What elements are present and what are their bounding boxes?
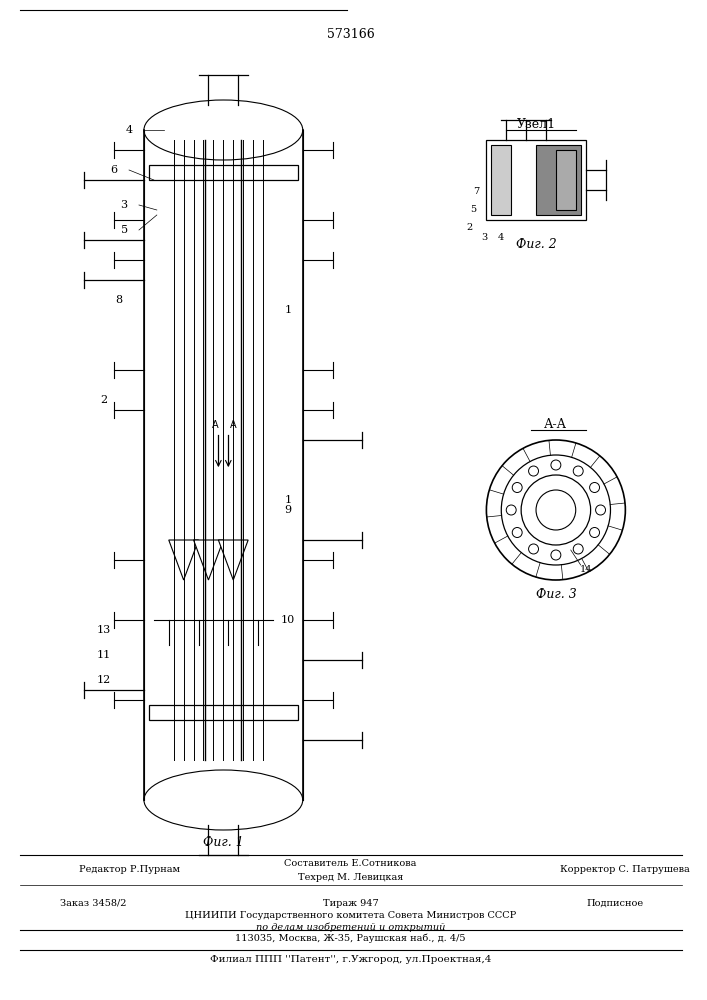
Text: Корректор С. Патрушева: Корректор С. Патрушева [561, 865, 690, 874]
Text: 12: 12 [97, 675, 112, 685]
Text: 5: 5 [470, 206, 477, 215]
Text: 5: 5 [120, 225, 128, 235]
Text: Составитель Е.Сотникова: Составитель Е.Сотникова [284, 858, 416, 867]
Circle shape [529, 466, 539, 476]
Circle shape [590, 483, 600, 492]
Bar [486, 140, 585, 220]
Text: Филиал ППП ''Патент'', г.Ужгород, ул.Проектная,4: Филиал ППП ''Патент'', г.Ужгород, ул.Про… [210, 956, 491, 964]
Text: 8: 8 [115, 295, 123, 305]
Text: по делам изобретений и открытий: по делам изобретений и открытий [256, 922, 445, 932]
Circle shape [573, 466, 583, 476]
Circle shape [595, 505, 605, 515]
Bar [556, 150, 575, 210]
Text: Подписное: Подписное [587, 898, 644, 908]
Text: 2: 2 [467, 223, 473, 232]
Bar [149, 705, 298, 720]
Text: 4: 4 [498, 232, 504, 241]
Text: 10: 10 [281, 615, 295, 625]
Text: Фиг. 1: Фиг. 1 [203, 836, 244, 848]
Bar [149, 165, 298, 180]
Text: 14: 14 [580, 566, 592, 574]
Text: 113035, Москва, Ж-35, Раушская наб., д. 4/5: 113035, Москва, Ж-35, Раушская наб., д. … [235, 933, 466, 943]
Text: 13: 13 [97, 625, 112, 635]
Text: А: А [230, 420, 237, 430]
Text: 2: 2 [100, 395, 107, 405]
Polygon shape [218, 540, 248, 580]
Text: 7: 7 [474, 188, 479, 196]
Text: 3: 3 [481, 232, 488, 241]
Text: 1: 1 [284, 305, 291, 315]
Text: 1: 1 [284, 495, 291, 505]
Text: 573166: 573166 [327, 28, 374, 41]
Circle shape [551, 550, 561, 560]
Text: 6: 6 [110, 165, 118, 175]
Circle shape [506, 505, 516, 515]
Polygon shape [194, 540, 223, 580]
Text: Фиг. 3: Фиг. 3 [535, 588, 576, 601]
Circle shape [513, 483, 522, 492]
Bar [536, 145, 580, 215]
Text: Заказ 3458/2: Заказ 3458/2 [59, 898, 126, 908]
Text: А: А [212, 420, 218, 430]
Text: 9: 9 [284, 505, 291, 515]
Text: 11: 11 [97, 650, 112, 660]
Text: ЦНИИПИ Государственного комитета Совета Министров СССР: ЦНИИПИ Государственного комитета Совета … [185, 910, 516, 920]
Text: 3: 3 [120, 200, 128, 210]
Text: Узел1: Узел1 [517, 118, 556, 131]
Circle shape [551, 460, 561, 470]
Text: А-А: А-А [544, 418, 568, 432]
Text: 4: 4 [125, 125, 133, 135]
Text: Тираж 947: Тираж 947 [322, 898, 378, 908]
Polygon shape [169, 540, 199, 580]
Bar [491, 145, 511, 215]
Circle shape [529, 544, 539, 554]
Circle shape [573, 544, 583, 554]
Text: Техред М. Левицкая: Техред М. Левицкая [298, 872, 403, 882]
Text: Редактор Р.Пурнам: Редактор Р.Пурнам [79, 865, 180, 874]
Circle shape [590, 528, 600, 538]
Text: Фиг. 2: Фиг. 2 [515, 238, 556, 251]
Circle shape [513, 528, 522, 538]
